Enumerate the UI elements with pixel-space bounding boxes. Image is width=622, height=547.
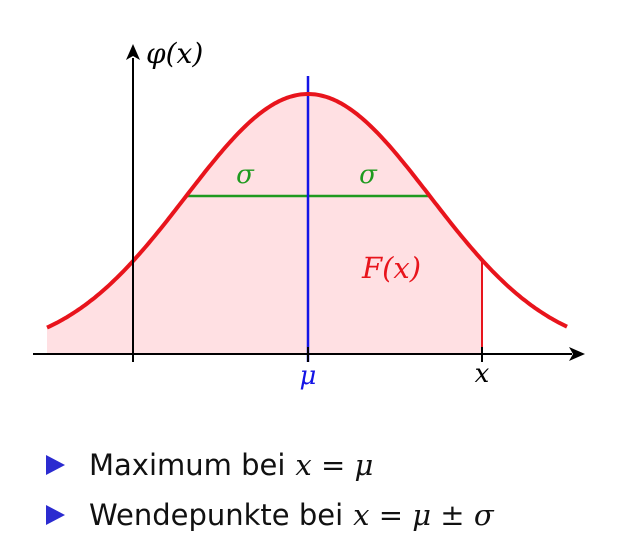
x-axis-arrowhead [569,347,585,361]
y-axis-arrowhead [126,44,140,60]
bullet-text: Wendepunkte bei [89,498,344,532]
bullet-formula: x = μ ± σ [353,498,494,532]
x-label: x [475,359,490,389]
cdf-shaded-area [47,94,482,354]
bullet-maximum: Maximum bei x = μ [46,440,494,490]
area-label: F(x) [361,251,421,285]
sigma-right-label: σ [359,160,378,190]
bullet-list: Maximum bei x = μ Wendepunkte bei x = μ … [46,440,494,540]
bullet-triangle-icon [46,505,65,525]
normal-distribution-diagram: φ(x) σ σ F(x) μ x [33,37,585,391]
bullet-text: Maximum bei [89,448,286,482]
bullet-formula: x = μ [295,448,374,482]
bullet-inflection-points: Wendepunkte bei x = μ ± σ [46,490,494,540]
sigma-left-label: σ [236,160,255,190]
y-axis-label: φ(x) [146,37,203,70]
bullet-triangle-icon [46,455,65,475]
mu-label: μ [300,361,317,391]
